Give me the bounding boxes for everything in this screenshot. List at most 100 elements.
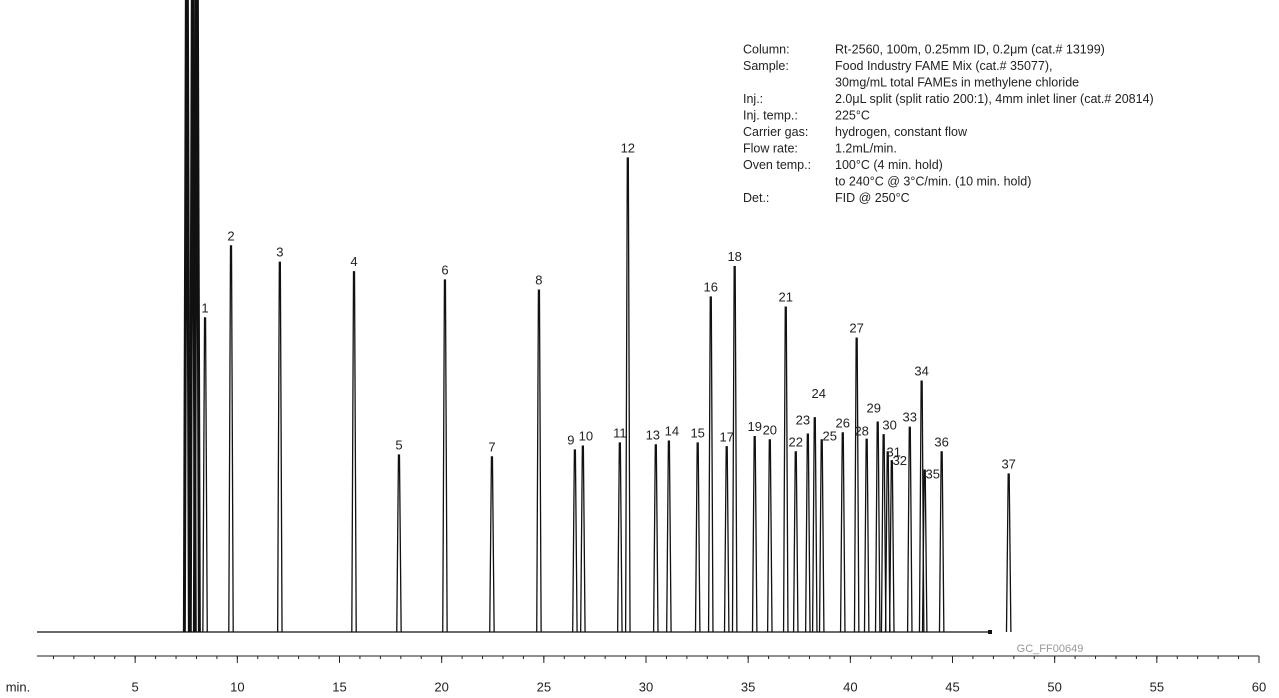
info-value: to 240°C @ 3°C/min. (10 min. hold) — [835, 174, 1031, 188]
peak — [804, 433, 811, 633]
peak-label: 23 — [796, 413, 810, 428]
peak-label: 33 — [903, 410, 917, 425]
x-tick-label: 15 — [332, 679, 346, 694]
peak-label: 25 — [822, 428, 836, 443]
peak — [616, 442, 623, 633]
x-tick-label: 30 — [639, 679, 653, 694]
peak — [751, 436, 758, 633]
method-info: Column: Rt-2560, 100m, 0.25mm ID, 0.2μm (… — [743, 42, 1154, 205]
x-tick-label: 60 — [1252, 679, 1266, 694]
peak-label: 34 — [914, 364, 928, 379]
peak — [853, 337, 860, 633]
peak-label: 37 — [1001, 456, 1015, 471]
peak — [792, 451, 799, 633]
peak — [580, 445, 586, 633]
info-value: 30mg/mL total FAMEs in methylene chlorid… — [835, 75, 1079, 89]
peak — [818, 439, 825, 633]
info-value: 100°C (4 min. hold) — [835, 158, 943, 172]
peak-label: 7 — [488, 439, 495, 454]
info-label: Inj. temp.: — [743, 108, 798, 122]
x-tick-label: 45 — [945, 679, 959, 694]
peak-label: 14 — [665, 424, 679, 439]
x-tick-label: 55 — [1150, 679, 1164, 694]
x-tick-label: 25 — [537, 679, 551, 694]
info-label: Carrier gas: — [743, 125, 808, 139]
peak — [1005, 473, 1012, 633]
peak — [888, 460, 895, 633]
peak-label: 35 — [925, 467, 939, 482]
peak-label: 10 — [579, 429, 593, 444]
chart-code: GC_FF00649 — [1017, 643, 1084, 655]
info-value: hydrogen, constant flow — [835, 125, 968, 139]
peak — [572, 449, 578, 633]
peak — [228, 245, 234, 633]
peak — [723, 446, 730, 633]
info-value: Food Industry FAME Mix (cat.# 35077), — [835, 59, 1052, 73]
peak — [921, 469, 928, 633]
peak — [351, 271, 357, 633]
x-axis-label: min. — [6, 679, 31, 694]
peak-label: 26 — [836, 415, 850, 430]
peak — [874, 421, 881, 633]
peak — [731, 266, 738, 633]
peak-label: 11 — [613, 425, 627, 440]
peak-label: 20 — [763, 422, 777, 437]
peak — [863, 438, 870, 633]
peak — [880, 434, 887, 633]
peak-label: 15 — [690, 425, 704, 440]
peak-label: 21 — [779, 290, 793, 305]
x-tick-label: 40 — [843, 679, 857, 694]
peak-label: 4 — [350, 254, 357, 269]
peak — [276, 261, 283, 633]
peak — [906, 426, 913, 633]
info-value: 1.2mL/min. — [835, 141, 897, 155]
peak-label: 1 — [201, 300, 208, 315]
peak — [694, 442, 701, 633]
peak — [766, 439, 773, 633]
peak-label: 24 — [812, 386, 826, 401]
peak-label: 36 — [934, 434, 948, 449]
peak-label: 28 — [854, 424, 868, 439]
info-label: Det.: — [743, 191, 769, 205]
peak-label: 2 — [227, 228, 234, 243]
peak — [938, 451, 945, 633]
peak-label: 19 — [747, 419, 761, 434]
peak — [839, 432, 846, 633]
peak-label: 32 — [893, 453, 907, 468]
peak — [707, 296, 714, 633]
peak-label: 5 — [395, 437, 402, 452]
info-label: Inj.: — [743, 92, 763, 106]
info-label: Flow rate: — [743, 141, 798, 155]
peak — [652, 444, 659, 633]
peak — [811, 417, 818, 633]
peak-label: 3 — [276, 245, 283, 260]
peak — [884, 451, 891, 633]
peak-label: 18 — [727, 249, 741, 264]
peak-label: 22 — [789, 434, 803, 449]
peak-label: 29 — [866, 401, 880, 416]
info-value: 2.0μL split (split ratio 200:1), 4mm inl… — [835, 92, 1154, 106]
peak — [192, 0, 201, 633]
info-value: Rt-2560, 100m, 0.25mm ID, 0.2μm (cat.# 1… — [835, 42, 1105, 56]
peak-label: 13 — [646, 427, 660, 442]
peak-label: 30 — [882, 417, 896, 432]
x-tick-label: 10 — [230, 679, 244, 694]
info-value: 225°C — [835, 108, 870, 122]
peak — [202, 317, 208, 633]
info-label: Column: — [743, 42, 790, 56]
peak-label: 9 — [567, 432, 574, 447]
peak-label: 12 — [621, 140, 635, 155]
peak — [182, 0, 191, 633]
peak-label: 8 — [535, 273, 542, 288]
peak-label: 6 — [441, 262, 448, 277]
info-label: Oven temp.: — [743, 158, 811, 172]
peak — [536, 289, 542, 633]
x-tick-label: 50 — [1047, 679, 1061, 694]
peak — [442, 279, 448, 633]
peak — [489, 456, 495, 633]
peak — [782, 306, 789, 633]
peak — [624, 157, 631, 633]
peak — [396, 454, 402, 633]
peak — [666, 440, 672, 633]
x-tick-label: 5 — [132, 679, 139, 694]
